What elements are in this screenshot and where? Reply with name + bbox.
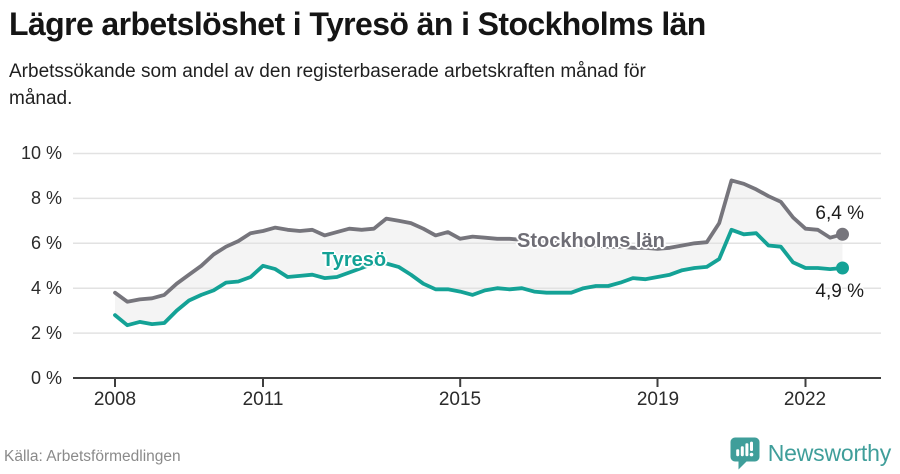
end-value-label-tyreso: 4,9 %: [815, 281, 864, 302]
y-tick-label: 2 %: [30, 323, 62, 343]
series-line-tyreso: [113, 227, 845, 328]
y-tick-label: 8 %: [30, 188, 62, 208]
chart-title: Lägre arbetslöshet i Tyresö än i Stockho…: [9, 6, 706, 42]
newsworthy-logo: Newsworthy: [730, 437, 891, 470]
end-value-label-stockholm: 6,4 %: [815, 203, 864, 224]
newsworthy-wordmark: Newsworthy: [767, 440, 891, 466]
band-between-series: [115, 180, 843, 326]
x-tick-label: 2011: [242, 389, 284, 410]
chart-subtitle: Arbetssökande som andel av den registerb…: [9, 61, 646, 109]
series-label-stockholm: Stockholms län: [517, 230, 665, 252]
y-tick-label: 10 %: [20, 143, 62, 163]
series-label-tyreso: Tyresö: [322, 249, 387, 271]
x-tick-label: 2008: [93, 389, 137, 410]
newsworthy-icon: [730, 437, 760, 470]
x-tick-label: 2015: [438, 389, 482, 410]
y-tick-label: 6 %: [30, 233, 62, 253]
series-end-dot-stockholm: [836, 227, 849, 241]
y-tick-label: 0 %: [30, 368, 62, 388]
series-end-dot-tyreso: [836, 261, 849, 275]
series-line-stockholm: [113, 178, 845, 304]
x-tick-label: 2022: [783, 389, 827, 410]
y-tick-label: 4 %: [30, 278, 62, 298]
x-tick-label: 2019: [636, 389, 680, 410]
source-note: Källa: Arbetsförmedlingen: [4, 448, 181, 465]
